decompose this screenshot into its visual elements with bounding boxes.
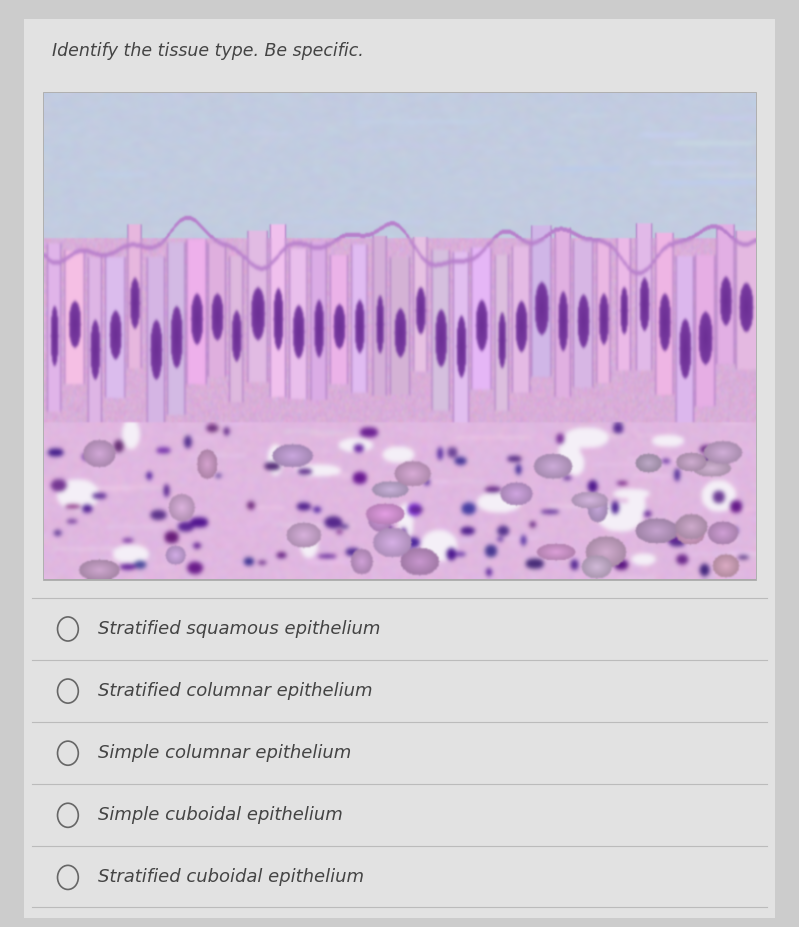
Text: Stratified columnar epithelium: Stratified columnar epithelium	[98, 682, 373, 700]
Bar	[44, 93, 755, 579]
Text: Simple columnar epithelium: Simple columnar epithelium	[98, 744, 352, 762]
Text: Simple cuboidal epithelium: Simple cuboidal epithelium	[98, 806, 343, 824]
FancyBboxPatch shape	[24, 19, 775, 918]
Text: Identify the tissue type. Be specific.: Identify the tissue type. Be specific.	[52, 42, 364, 59]
Text: Stratified squamous epithelium: Stratified squamous epithelium	[98, 620, 380, 638]
Text: Stratified cuboidal epithelium: Stratified cuboidal epithelium	[98, 869, 364, 886]
